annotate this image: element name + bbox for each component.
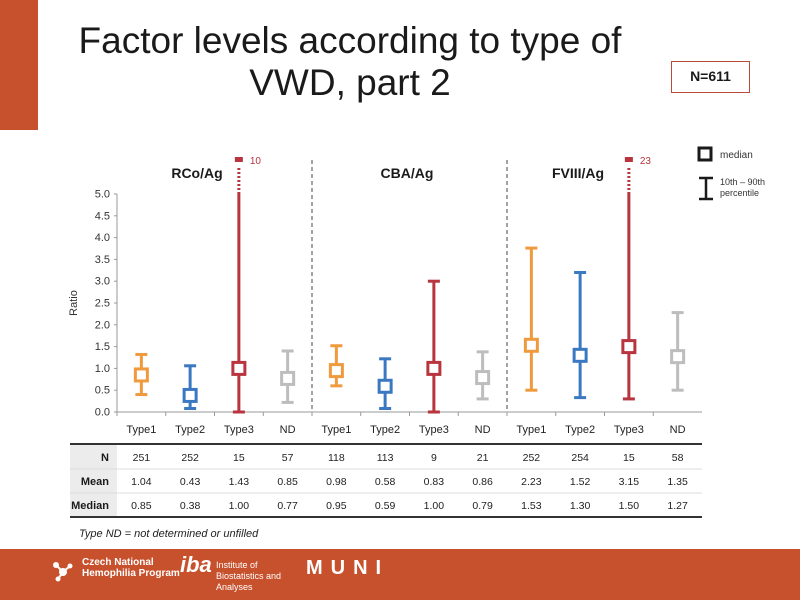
median-marker [231, 360, 247, 376]
table-cell: 118 [328, 452, 345, 464]
legend-percentile-label: 10th – 90th [720, 177, 765, 187]
table-cell: 0.79 [472, 500, 493, 512]
table-cell: 1.43 [229, 476, 250, 488]
median-marker [523, 337, 539, 353]
factor-levels-chart: 0.0 0.5 1.0 1.5 2.0 2.5 3.0 3.5 4.0 4.5 5.0 Ratio RC… [68, 146, 765, 518]
table-cell: 15 [623, 452, 635, 464]
table-cell: 0.85 [131, 500, 152, 512]
overflow-value-label: 10 [250, 156, 262, 167]
median-marker [670, 349, 686, 365]
table-cell: 1.00 [424, 500, 445, 512]
cnhp-logo-text: Czech National Hemophilia Program [82, 557, 180, 579]
median-marker [133, 367, 149, 383]
table-cell: 0.59 [375, 500, 396, 512]
left-accent-bar [0, 0, 38, 130]
table-cell: 0.38 [180, 500, 201, 512]
median-marker [475, 370, 491, 386]
table-cell: 9 [431, 452, 437, 464]
median-marker [621, 339, 637, 355]
table-cell: 3.15 [619, 476, 640, 488]
x-tick-label: ND [670, 424, 686, 436]
table-cell: 15 [233, 452, 245, 464]
table-cell: 251 [133, 452, 151, 464]
hemophilia-network-icon [53, 562, 73, 582]
page-title: Factor levels according to type of VWD, … [78, 20, 622, 103]
y-axis-label: Ratio [68, 290, 80, 316]
y-tick-label: 0.0 [95, 407, 110, 419]
y-tick-label: 2.5 [95, 298, 110, 310]
footnote: Type ND = not determined or unfilled [79, 528, 259, 540]
table-cell: 0.95 [326, 500, 347, 512]
muni-logo: MUNI [306, 557, 390, 579]
table-header-column [70, 445, 117, 516]
y-tick-label: 2.0 [95, 319, 110, 331]
table-row-label: Mean [81, 476, 109, 488]
x-tick-label: ND [280, 424, 296, 436]
y-tick-label: 4.5 [95, 210, 110, 222]
group-title: FVIII/Ag [552, 165, 604, 181]
iba-logo-text: Institute of Biostatistics and Analyses [216, 560, 282, 592]
legend-percentile-label-line2: percentile [720, 188, 759, 198]
x-tick-label: Type3 [614, 424, 644, 436]
iba-logo-mark: iba [180, 552, 212, 577]
x-tick-label: Type2 [175, 424, 205, 436]
table-cell: 113 [377, 452, 394, 464]
table-cell: 0.83 [424, 476, 445, 488]
x-tick-label: Type1 [321, 424, 351, 436]
table-cell: 1.52 [570, 476, 591, 488]
median-marker [426, 360, 442, 376]
table-cell: 1.00 [229, 500, 250, 512]
overflow-value-label: 23 [640, 156, 652, 167]
group-title: CBA/Ag [381, 165, 434, 181]
table-cell: 0.77 [277, 500, 298, 512]
legend-median-icon [697, 146, 713, 162]
table-cell: 57 [282, 452, 294, 464]
x-tick-label: Type2 [565, 424, 595, 436]
group-title: RCo/Ag [171, 165, 222, 181]
table-cell: 0.85 [277, 476, 298, 488]
x-tick-label: Type2 [370, 424, 400, 436]
table-cell: 21 [477, 452, 489, 464]
median-marker [572, 347, 588, 363]
table-cell: 1.50 [619, 500, 640, 512]
y-tick-label: 1.0 [95, 363, 110, 375]
x-tick-label: ND [475, 424, 491, 436]
table-row-label: Median [71, 500, 109, 512]
table-cell: 58 [672, 452, 684, 464]
median-marker [182, 387, 198, 403]
median-marker [280, 370, 296, 386]
table-cell: 0.58 [375, 476, 396, 488]
table-cell: 1.35 [667, 476, 688, 488]
table-cell: 252 [523, 452, 541, 464]
table-cell: 252 [181, 452, 199, 464]
y-tick-label: 3.5 [95, 254, 110, 266]
table-cell: 0.86 [472, 476, 493, 488]
x-tick-label: Type3 [419, 424, 449, 436]
y-tick-label: 0.5 [95, 385, 110, 397]
range-overflow-cap [234, 157, 243, 162]
range-overflow-cap [624, 157, 633, 162]
legend-median-label: median [720, 150, 753, 161]
median-marker [328, 363, 344, 379]
sample-size-badge: N=611 [671, 61, 750, 93]
y-tick-label: 3.0 [95, 276, 110, 288]
median-marker [377, 378, 393, 394]
x-tick-label: Type1 [516, 424, 546, 436]
table-row-label: N [101, 452, 109, 464]
footer-bar: Czech National Hemophilia Program iba In… [0, 549, 800, 600]
table-cell: 2.23 [521, 476, 542, 488]
y-tick-label: 5.0 [95, 189, 110, 201]
table-cell: 1.04 [131, 476, 152, 488]
x-tick-label: Type1 [126, 424, 156, 436]
y-tick-label: 4.0 [95, 232, 110, 244]
table-cell: 254 [571, 452, 589, 464]
table-cell: 1.53 [521, 500, 542, 512]
table-cell: 0.98 [326, 476, 347, 488]
table-cell: 1.27 [667, 500, 688, 512]
x-tick-label: Type3 [224, 424, 254, 436]
table-cell: 1.30 [570, 500, 591, 512]
y-tick-label: 1.5 [95, 341, 110, 353]
table-cell: 0.43 [180, 476, 201, 488]
